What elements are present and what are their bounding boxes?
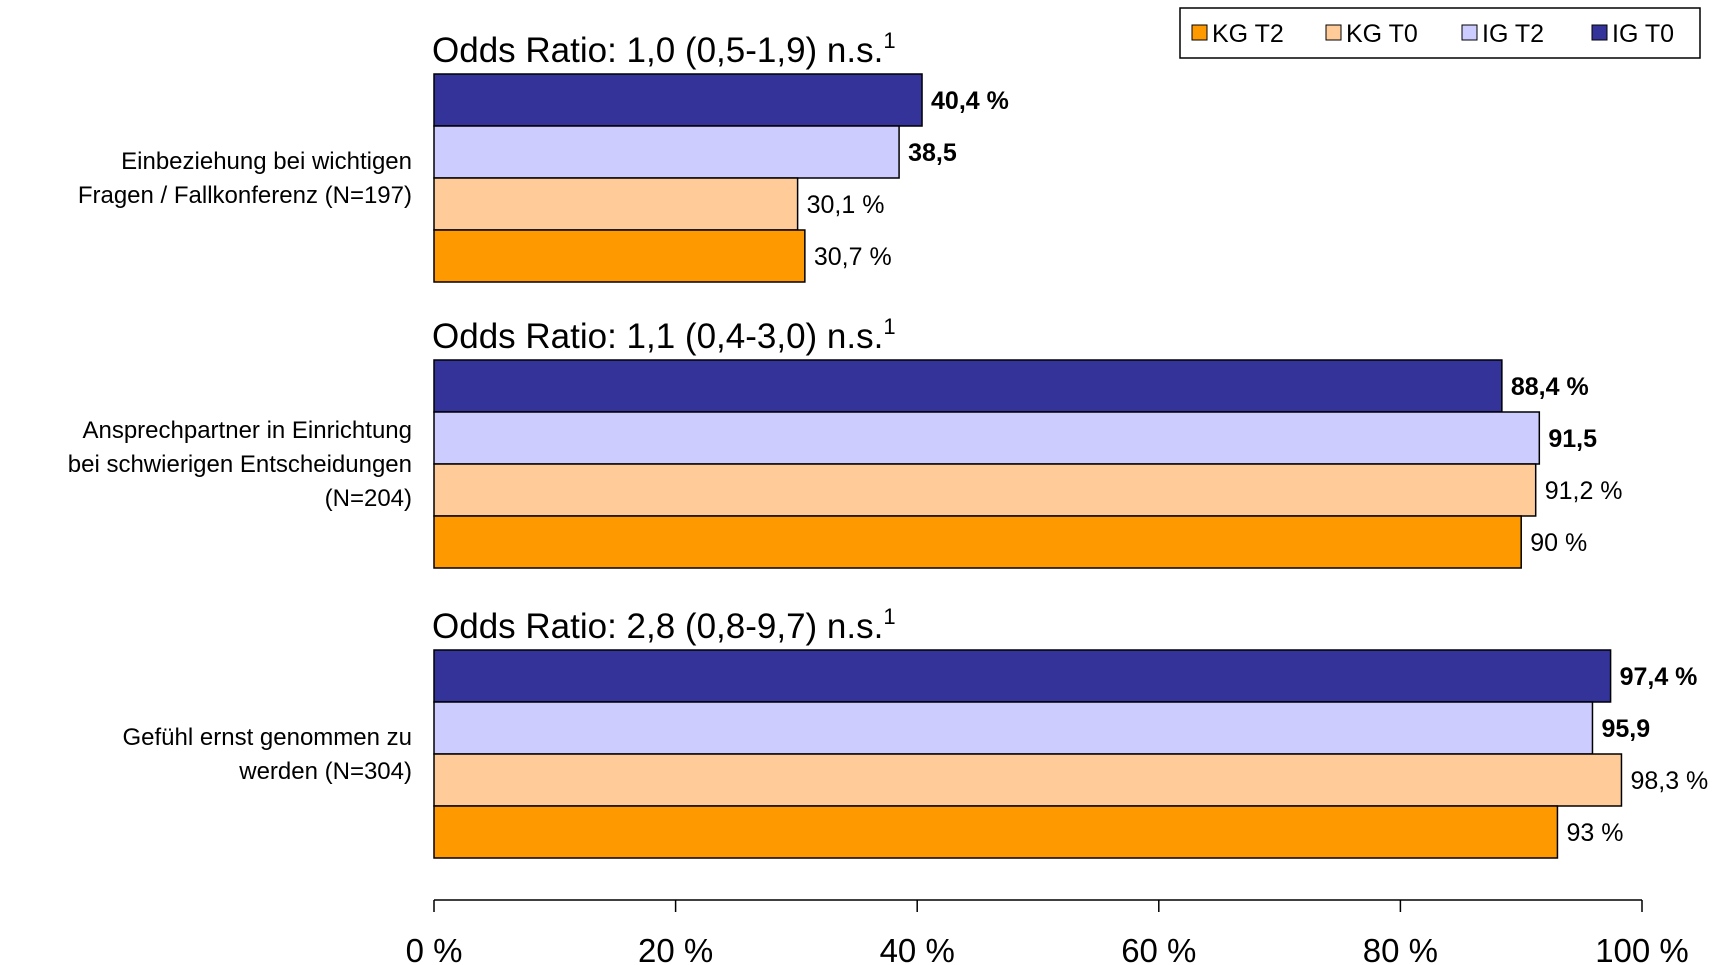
value-label: 30,7 % <box>814 243 892 271</box>
bar-ig-t0 <box>433 73 923 127</box>
category-label: bei schwierigen Entscheidungen <box>68 451 412 478</box>
bar-kg-t0 <box>433 177 799 231</box>
value-label: 91,2 % <box>1545 477 1623 505</box>
x-tick-label: 100 % <box>1595 932 1689 965</box>
odds-ratio-label: Odds Ratio: 1,1 (0,4-3,0) n.s.1 <box>432 314 896 356</box>
legend-box <box>1179 7 1701 59</box>
value-label: 97,4 % <box>1620 663 1698 691</box>
x-axis: 0 % 20 % 40 % 60 % 80 % 100 % <box>406 899 1689 965</box>
value-label: 30,1 % <box>807 191 885 219</box>
value-label: 38,5 <box>908 139 957 167</box>
legend-swatch <box>1191 24 1208 41</box>
odds-ratio-footnote: 1 <box>883 314 895 339</box>
bar-ig-t2 <box>433 125 900 179</box>
category-label: werden (N=304) <box>238 758 412 785</box>
value-label: 40,4 % <box>931 87 1009 115</box>
value-label: 98,3 % <box>1630 767 1708 795</box>
category-label: Fragen / Fallkonferenz (N=197) <box>78 182 412 209</box>
legend-swatch <box>1591 24 1608 41</box>
legend: KG T2 KG T0 IG T2 IG T0 <box>1179 7 1701 59</box>
bar-ig-t0 <box>433 649 1612 703</box>
bar-kg-t2 <box>433 805 1559 859</box>
bar-kg-t0 <box>433 463 1537 517</box>
category-label: (N=204) <box>325 485 412 512</box>
odds-ratio-label: Odds Ratio: 1,0 (0,5-1,9) n.s.1 <box>432 28 896 70</box>
legend-swatch <box>1325 24 1342 41</box>
legend-label: IG T0 <box>1612 20 1674 48</box>
odds-ratio-text: Odds Ratio: 2,8 (0,8-9,7) n.s. <box>432 607 883 646</box>
bar-kg-t2 <box>433 515 1522 569</box>
bar-ig-t0 <box>433 359 1503 413</box>
odds-ratio-text: Odds Ratio: 1,1 (0,4-3,0) n.s. <box>432 317 883 356</box>
legend-swatch <box>1461 24 1478 41</box>
bar-kg-t2 <box>433 229 806 283</box>
x-tick-label: 0 % <box>406 932 463 965</box>
legend-label: KG T2 <box>1212 20 1284 48</box>
category-label: Ansprechpartner in Einrichtung <box>82 417 412 444</box>
value-label: 95,9 <box>1601 715 1650 743</box>
bar-groups: Odds Ratio: 1,0 (0,5-1,9) n.s.140,4 %38,… <box>68 28 1708 859</box>
bar-group-3: Odds Ratio: 2,8 (0,8-9,7) n.s.1 97,4 % 95,… <box>123 604 1708 859</box>
value-label: 90 % <box>1530 529 1587 557</box>
odds-ratio-footnote: 1 <box>883 604 895 629</box>
bar-group-1: Odds Ratio: 1,0 (0,5-1,9) n.s.1 40,4 % 38,… <box>78 28 1009 283</box>
legend-label: IG T2 <box>1482 20 1544 48</box>
value-label: 88,4 % <box>1511 373 1589 401</box>
x-tick-label: 60 % <box>1121 932 1196 965</box>
x-tick-label: 40 % <box>880 932 955 965</box>
category-label: Gefühl ernst genommen zu <box>123 724 413 751</box>
x-tick-label: 20 % <box>638 932 713 965</box>
value-label: 93 % <box>1566 819 1623 847</box>
legend-label: KG T0 <box>1346 20 1418 48</box>
bar-ig-t2 <box>433 701 1594 755</box>
odds-ratio-text: Odds Ratio: 1,0 (0,5-1,9) n.s. <box>432 31 883 70</box>
category-label: Einbeziehung bei wichtigen <box>121 148 412 175</box>
bar-kg-t0 <box>433 753 1623 807</box>
odds-ratio-label: Odds Ratio: 2,8 (0,8-9,7) n.s.1 <box>432 604 896 646</box>
x-tick-label: 80 % <box>1363 932 1438 965</box>
value-label: 91,5 <box>1548 425 1597 453</box>
bar-group-2: Odds Ratio: 1,1 (0,4-3,0) n.s.1 88,4 % 91,… <box>68 314 1623 569</box>
odds-ratio-footnote: 1 <box>883 28 895 53</box>
bar-ig-t2 <box>433 411 1541 465</box>
